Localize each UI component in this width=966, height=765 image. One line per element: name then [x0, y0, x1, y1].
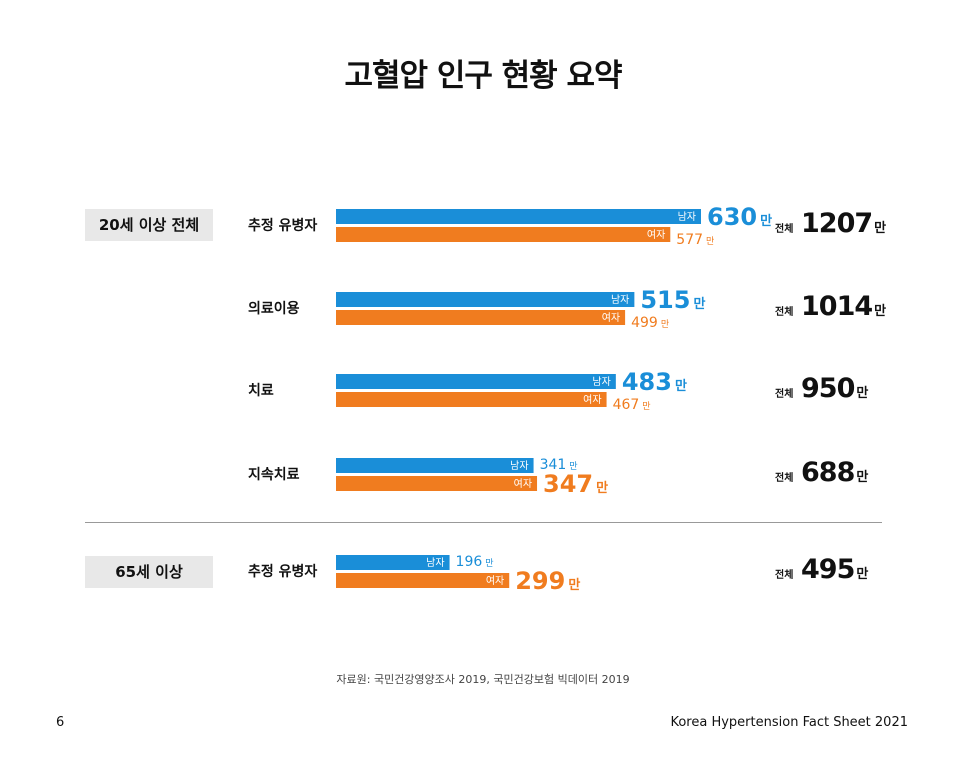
footer-title: Korea Hypertension Fact Sheet 2021 — [670, 715, 908, 730]
male-value-label: 196 만 — [456, 554, 494, 570]
male-bar-tag: 남자 — [426, 557, 444, 569]
row-label-treatment: 치료 — [248, 383, 274, 399]
total-number: 495 — [801, 554, 855, 585]
male-bar — [336, 458, 534, 473]
total-value: 1014 만 — [801, 291, 886, 322]
female-value-label: 499 만 — [631, 315, 669, 331]
male-bar-tag: 남자 — [611, 294, 629, 306]
total-number: 950 — [801, 373, 855, 404]
total-number: 1014 — [801, 291, 873, 322]
total-number: 1207 — [801, 208, 873, 239]
group-label-senior: 65세 이상 — [85, 556, 213, 588]
female-bar — [336, 573, 510, 588]
row-label-estimated-patients: 추정 유병자 — [248, 218, 318, 234]
male-bar — [336, 209, 701, 224]
total-unit: 만 — [856, 567, 869, 582]
female-bar-tag: 여자 — [514, 478, 532, 490]
total-value: 495 만 — [801, 554, 868, 585]
total-tag: 전체 — [775, 473, 794, 484]
male-value-label: 341 만 — [540, 457, 578, 473]
female-bar — [336, 392, 607, 407]
male-bar — [336, 292, 635, 307]
female-value-label: 347 만 — [543, 470, 608, 498]
page-number: 6 — [56, 715, 65, 730]
total-tag: 전체 — [775, 307, 794, 318]
male-value-label: 630 만 — [707, 203, 772, 231]
female-bar-tag: 여자 — [486, 575, 504, 587]
row-label-senior-estimated-patients: 추정 유병자 — [248, 564, 318, 580]
total-tag: 전체 — [775, 224, 794, 235]
total-unit: 만 — [856, 386, 869, 401]
total-value: 688 만 — [801, 457, 868, 488]
total-unit: 만 — [874, 304, 887, 319]
total-unit: 만 — [856, 470, 869, 485]
page-title: 고혈압 인구 현황 요약 — [344, 58, 622, 94]
female-bar-tag: 여자 — [583, 394, 601, 406]
female-value-label: 299 만 — [515, 567, 580, 595]
male-bar-tag: 남자 — [592, 376, 610, 388]
male-bar — [336, 555, 450, 570]
total-value: 1207 만 — [801, 208, 886, 239]
female-bar — [336, 310, 626, 325]
total-number: 688 — [801, 457, 855, 488]
female-bar-tag: 여자 — [602, 312, 620, 324]
male-value-label: 515 만 — [640, 286, 705, 314]
group-label-adult: 20세 이상 전체 — [85, 209, 213, 241]
female-bar — [336, 476, 538, 491]
male-value-label: 483 만 — [622, 368, 687, 396]
source-note: 자료원: 국민건강영양조사 2019, 국민건강보험 빅데이터 2019 — [336, 673, 630, 686]
female-bar — [336, 227, 671, 242]
male-bar-tag: 남자 — [510, 460, 528, 472]
female-bar-tag: 여자 — [647, 229, 665, 241]
total-tag: 전체 — [775, 389, 794, 400]
section-divider — [85, 522, 882, 523]
row-label-continued-treatment: 지속치료 — [248, 467, 300, 483]
total-value: 950 만 — [801, 373, 868, 404]
female-value-label: 577 만 — [676, 232, 714, 248]
total-tag: 전체 — [775, 570, 794, 581]
male-bar-tag: 남자 — [678, 211, 696, 223]
male-bar — [336, 374, 616, 389]
female-value-label: 467 만 — [613, 397, 651, 413]
row-label-medical-use: 의료이용 — [248, 301, 300, 317]
total-unit: 만 — [874, 221, 887, 236]
